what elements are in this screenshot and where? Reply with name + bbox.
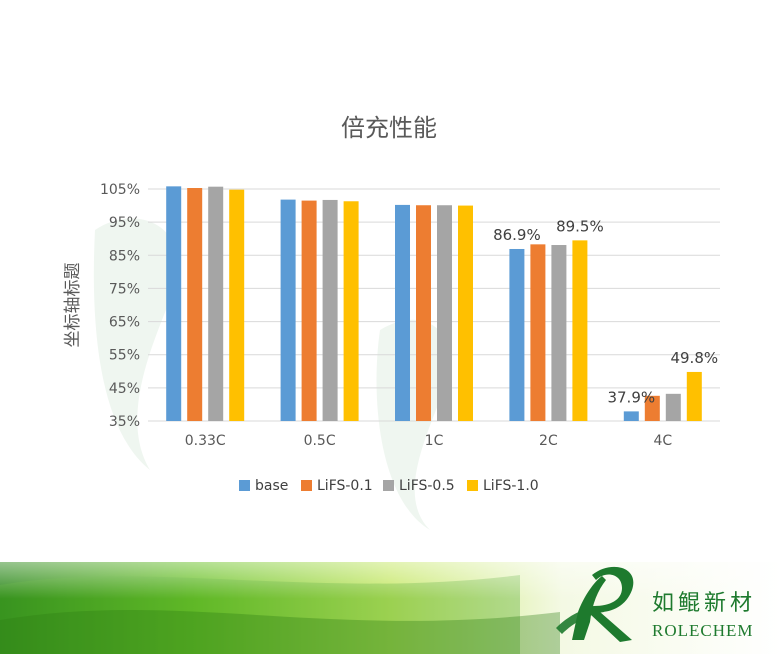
legend-swatch xyxy=(383,480,394,491)
data-label: 89.5% xyxy=(556,217,604,235)
bar-2C-LiFS-0.1 xyxy=(530,244,546,421)
y-axis-title: 坐标轴标题 xyxy=(63,263,83,348)
bars xyxy=(166,186,702,421)
data-labels: 86.9% 89.5% 37.9% 49.8% xyxy=(493,217,718,406)
x-tick-label: 1C xyxy=(425,433,444,449)
data-label: 86.9% xyxy=(493,226,541,244)
bar-4C-base xyxy=(623,411,639,421)
y-tick-label: 95% xyxy=(109,215,140,231)
bar-0.33C-base xyxy=(166,186,182,421)
bottom-banner xyxy=(0,562,781,654)
bar-0.5C-LiFS-1.0 xyxy=(343,201,359,421)
legend-label: base xyxy=(255,478,288,494)
bar-1C-base xyxy=(395,204,410,421)
bar-0.5C-LiFS-0.5 xyxy=(322,199,338,421)
y-tick-label: 55% xyxy=(109,348,140,364)
bar-2C-LiFS-1.0 xyxy=(572,240,588,421)
legend-label: LiFS-1.0 xyxy=(483,478,539,494)
watermark xyxy=(93,218,451,530)
y-tick-label: 85% xyxy=(109,248,140,264)
bar-1C-LiFS-0.5 xyxy=(437,205,452,421)
y-tick-label: 45% xyxy=(109,381,140,397)
y-tick-label: 105% xyxy=(100,182,140,198)
bar-0.33C-LiFS-0.1 xyxy=(187,188,203,421)
x-tick-label: 0.5C xyxy=(304,433,336,449)
legend-label: LiFS-0.1 xyxy=(317,478,373,494)
legend: base LiFS-0.1 LiFS-0.5 LiFS-1.0 xyxy=(239,478,539,494)
bar-0.5C-LiFS-0.1 xyxy=(301,200,317,421)
bar-4C-LiFS-0.5 xyxy=(665,393,681,421)
bar-1C-LiFS-1.0 xyxy=(458,205,473,421)
bar-4C-LiFS-1.0 xyxy=(686,371,702,421)
y-tick-label: 35% xyxy=(109,414,140,430)
brand-logo: 如鲲新材 ROLECHEM xyxy=(556,566,756,642)
bar-2C-base xyxy=(509,248,525,421)
bar-0.33C-LiFS-0.5 xyxy=(208,186,224,421)
bar-2C-LiFS-0.5 xyxy=(551,245,567,421)
x-tick-label: 4C xyxy=(653,433,672,449)
data-label: 49.8% xyxy=(670,349,718,367)
legend-swatch xyxy=(301,480,312,491)
brand-name-cn: 如鲲新材 xyxy=(652,591,756,616)
brand-mark-icon xyxy=(556,566,634,642)
legend-label: LiFS-0.5 xyxy=(399,478,455,494)
y-axis-ticks: 35% 45% 55% 65% 75% 85% 95% 105% xyxy=(100,182,140,430)
bar-0.33C-LiFS-1.0 xyxy=(229,189,245,421)
data-label: 37.9% xyxy=(607,388,655,406)
legend-swatch xyxy=(467,480,478,491)
brand-name-en: ROLECHEM xyxy=(652,621,754,640)
x-tick-label: 2C xyxy=(539,433,558,449)
bar-1C-LiFS-0.1 xyxy=(416,205,431,421)
bar-0.5C-base xyxy=(280,199,296,421)
chart-title: 倍充性能 xyxy=(341,114,437,142)
y-tick-label: 75% xyxy=(109,281,140,297)
x-tick-label: 0.33C xyxy=(185,433,226,449)
y-tick-label: 65% xyxy=(109,315,140,331)
x-axis-ticks: 0.33C 0.5C 1C 2C 4C xyxy=(185,433,673,449)
bar-4C-LiFS-0.1 xyxy=(644,395,660,421)
legend-swatch xyxy=(239,480,250,491)
